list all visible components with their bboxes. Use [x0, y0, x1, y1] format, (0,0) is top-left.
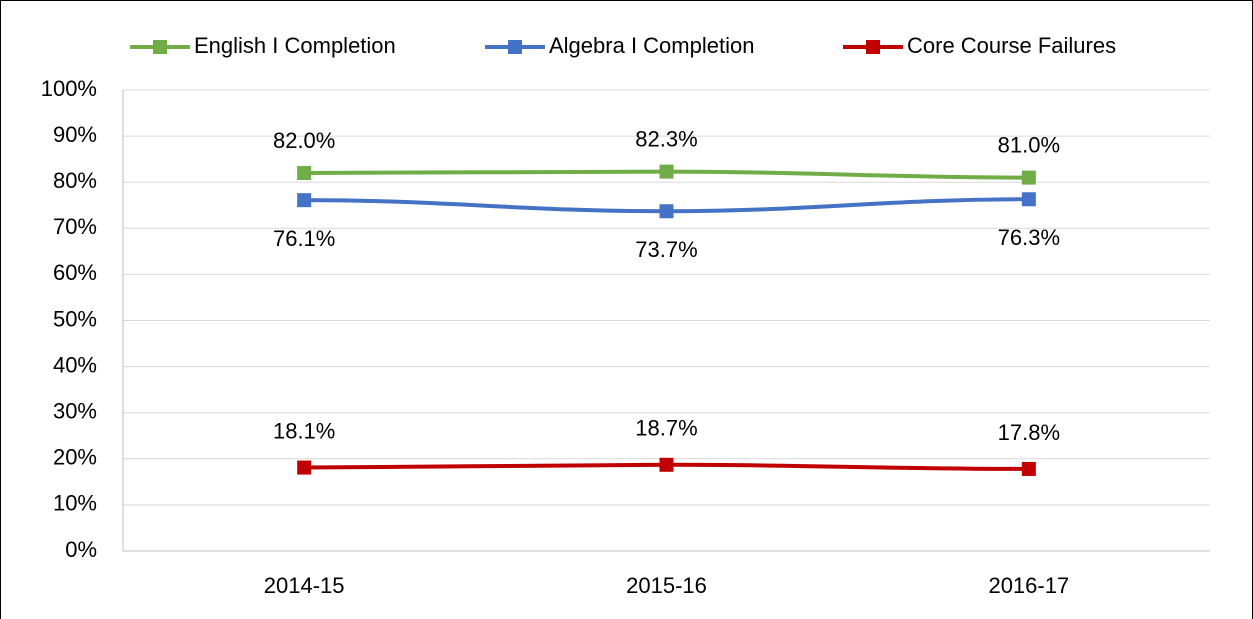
point-marker	[659, 457, 674, 472]
y-tick-label: 80%	[53, 168, 97, 193]
y-tick-label: 20%	[53, 445, 97, 470]
point-marker	[297, 165, 312, 180]
point-marker	[659, 164, 674, 179]
y-tick-label: 0%	[65, 537, 97, 562]
data-label: 76.1%	[273, 226, 335, 251]
legend-label: English I Completion	[194, 33, 396, 58]
legend-label: Core Course Failures	[907, 33, 1116, 58]
legend-marker	[508, 40, 522, 54]
data-label: 73.7%	[635, 237, 697, 262]
y-tick-label: 60%	[53, 260, 97, 285]
legend-marker	[866, 40, 880, 54]
data-label: 81.0%	[998, 132, 1060, 157]
point-marker	[297, 193, 312, 208]
point-marker	[1021, 170, 1036, 185]
y-tick-label: 70%	[53, 214, 97, 239]
y-tick-label: 100%	[41, 76, 97, 101]
point-marker	[659, 204, 674, 219]
legend-marker	[153, 40, 167, 54]
y-tick-label: 90%	[53, 122, 97, 147]
x-tick-label: 2015-16	[626, 573, 707, 598]
data-label: 18.7%	[635, 416, 697, 441]
point-marker	[1021, 461, 1036, 476]
y-tick-label: 40%	[53, 352, 97, 377]
x-tick-label: 2014-15	[264, 573, 345, 598]
data-label: 82.3%	[635, 126, 697, 151]
legend-label: Algebra I Completion	[549, 33, 754, 58]
data-label: 82.0%	[273, 128, 335, 153]
x-tick-label: 2016-17	[988, 573, 1069, 598]
y-tick-label: 10%	[53, 491, 97, 516]
point-marker	[1021, 192, 1036, 207]
y-tick-label: 30%	[53, 399, 97, 424]
point-marker	[297, 460, 312, 475]
y-tick-label: 50%	[53, 306, 97, 331]
data-label: 76.3%	[998, 225, 1060, 250]
data-label: 17.8%	[998, 420, 1060, 445]
data-label: 18.1%	[273, 418, 335, 443]
